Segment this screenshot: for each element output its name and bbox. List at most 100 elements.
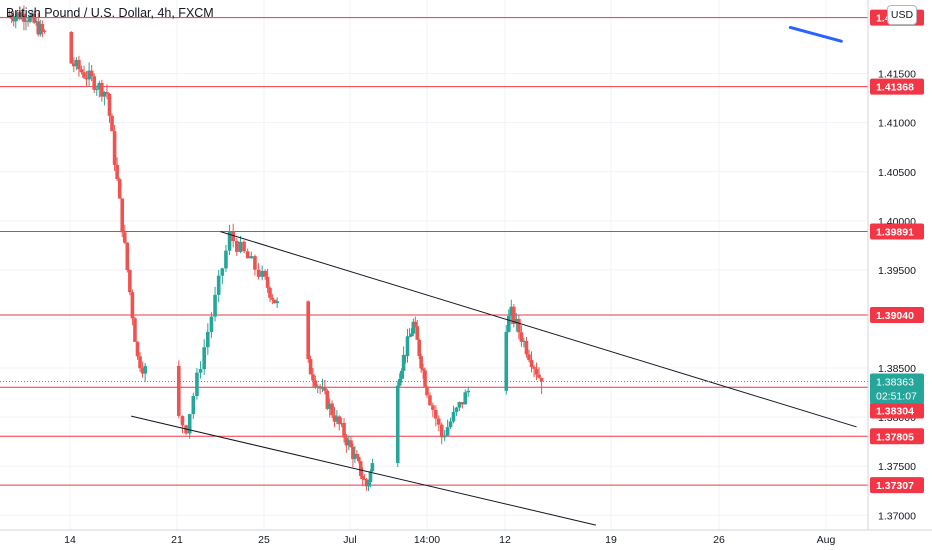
time-tick-label: 21 — [171, 534, 183, 546]
candle-body — [256, 269, 261, 277]
price-tick-label: 1.37000 — [878, 510, 916, 522]
level-tag — [870, 477, 924, 494]
candle-body — [231, 231, 235, 242]
candle-body — [263, 270, 267, 277]
candle-body — [360, 475, 365, 479]
candle-body — [18, 12, 22, 19]
candle-body — [463, 392, 468, 405]
candle-body — [506, 316, 511, 332]
candle-body — [202, 347, 206, 370]
candle-body — [413, 321, 418, 327]
price-tick-label: 1.38500 — [878, 363, 916, 375]
candle-body — [100, 82, 104, 97]
candle-body — [537, 374, 541, 378]
level-tag-label: 1.37307 — [876, 480, 914, 492]
candle-body — [22, 13, 26, 22]
candle-body — [399, 370, 404, 379]
time-axis[interactable]: 14 21 25 Jul 14:00 12 19 26 Aug — [64, 534, 835, 546]
candle-body — [195, 372, 199, 396]
candle-body — [87, 70, 91, 80]
candle-body — [323, 387, 327, 391]
candle-body — [423, 370, 427, 387]
price-level-tags: 1.420701.413681.398911.390401.383041.378… — [870, 9, 924, 494]
candle-body — [351, 447, 355, 460]
candle-body — [460, 402, 465, 405]
trendlines — [131, 25, 857, 526]
candle-body — [74, 59, 79, 67]
price-axis[interactable]: 1.370001.375001.380001.385001.390001.395… — [878, 69, 916, 523]
candle-body — [102, 91, 107, 97]
level-tag — [870, 78, 924, 95]
candle-body — [38, 23, 43, 35]
candle-body — [395, 385, 400, 464]
time-tick-label: 25 — [258, 534, 270, 546]
candle-body — [504, 331, 509, 391]
candle-body — [42, 30, 47, 32]
currency-button[interactable]: USD — [887, 5, 917, 25]
candle-body — [315, 386, 320, 388]
candle-body — [180, 415, 185, 426]
candle-body — [436, 418, 441, 425]
price-tick-label: 1.41000 — [878, 118, 916, 130]
time-tick-label: 26 — [713, 534, 725, 546]
candle-body — [15, 12, 20, 17]
candle-body — [347, 440, 351, 446]
candle-body — [366, 482, 371, 487]
candle-body — [275, 301, 279, 304]
level-tag — [870, 428, 924, 445]
candle-body — [353, 454, 357, 460]
candle-body — [24, 20, 28, 22]
candle-body — [330, 403, 334, 416]
candle-body — [362, 478, 367, 480]
candle-body — [355, 454, 359, 457]
candle-body — [198, 369, 203, 373]
candle-body — [133, 318, 137, 342]
candle-body — [69, 31, 74, 64]
candle-body — [445, 427, 450, 436]
countdown-label: 02:51:07 — [876, 391, 917, 403]
candle-body — [20, 13, 24, 19]
level-tag-label: 1.38304 — [876, 406, 914, 418]
candle-body — [431, 405, 435, 410]
current-price-label: 1.38363 — [876, 377, 914, 389]
candle-body — [9, 14, 14, 19]
candle-body — [332, 415, 337, 422]
level-tag-label: 1.39891 — [876, 227, 914, 239]
candle-body — [209, 316, 214, 332]
candle-body — [30, 13, 34, 17]
candle-body — [415, 326, 420, 340]
candle-body — [97, 82, 102, 89]
candle-body — [509, 306, 514, 317]
upper-channel-trendline — [220, 231, 857, 428]
candle-body — [92, 76, 97, 90]
candle-body — [411, 321, 416, 334]
candle-body — [72, 63, 76, 67]
candle-body — [434, 409, 438, 419]
level-tag — [870, 402, 924, 419]
lower-channel-trendline — [131, 415, 596, 526]
candle-body — [527, 354, 531, 361]
candle-body — [82, 72, 86, 78]
candle-body — [454, 407, 459, 412]
candle-body — [79, 69, 84, 73]
candle-body — [270, 297, 275, 300]
candle-body — [337, 416, 342, 425]
candle-body — [349, 440, 353, 448]
level-tag-label: 1.37805 — [876, 431, 914, 443]
candle-body — [448, 421, 453, 428]
candle-body — [409, 333, 414, 337]
candle-body — [325, 390, 330, 409]
candle-body — [524, 340, 529, 355]
candle-body — [532, 367, 536, 369]
time-tick-label: 12 — [499, 534, 511, 546]
candle-body — [125, 242, 130, 271]
candle-body — [191, 395, 196, 415]
candle-body — [213, 294, 217, 317]
candle-body — [356, 456, 361, 462]
level-tag — [870, 307, 924, 324]
candle-body — [110, 115, 114, 132]
candle-body — [442, 435, 447, 438]
price-tick-label: 1.40500 — [878, 167, 916, 179]
time-tick-label: 14:00 — [414, 534, 440, 546]
